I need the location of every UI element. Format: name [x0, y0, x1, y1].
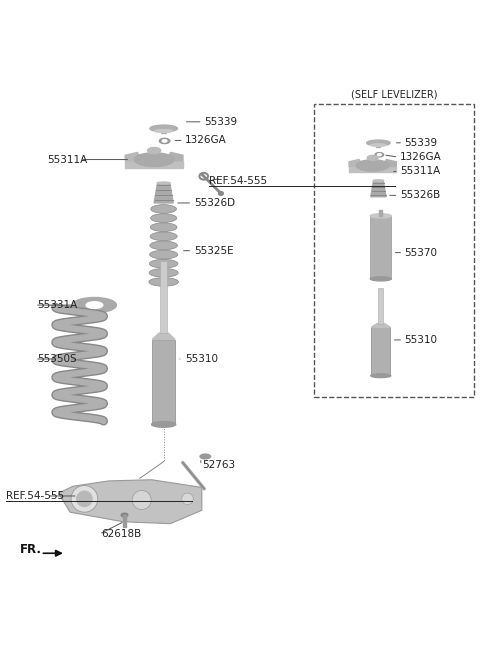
Text: 52763: 52763: [202, 461, 235, 470]
Polygon shape: [349, 159, 364, 167]
Text: 55325E: 55325E: [195, 246, 234, 256]
Text: REF.54-555: REF.54-555: [6, 491, 64, 501]
Ellipse shape: [149, 268, 178, 277]
Ellipse shape: [121, 513, 128, 517]
Bar: [314, 104, 474, 397]
Ellipse shape: [371, 144, 386, 146]
Polygon shape: [154, 183, 173, 203]
Ellipse shape: [72, 297, 116, 313]
Text: 1326GA: 1326GA: [185, 135, 227, 146]
Bar: [379, 209, 383, 216]
Polygon shape: [125, 152, 144, 161]
Polygon shape: [371, 323, 390, 327]
Text: 55339: 55339: [405, 138, 438, 148]
Text: 55370: 55370: [405, 247, 438, 258]
Polygon shape: [356, 160, 389, 171]
Circle shape: [71, 485, 98, 512]
Circle shape: [182, 493, 193, 504]
Polygon shape: [125, 161, 183, 168]
Ellipse shape: [367, 140, 390, 146]
Text: (SELF LEVELIZER): (SELF LEVELIZER): [351, 90, 437, 100]
Ellipse shape: [373, 180, 384, 181]
Bar: [123, 515, 126, 527]
Ellipse shape: [162, 140, 167, 142]
Ellipse shape: [150, 223, 177, 232]
Bar: [161, 129, 166, 133]
Bar: [376, 143, 380, 147]
Ellipse shape: [370, 277, 391, 281]
Ellipse shape: [218, 192, 223, 195]
Ellipse shape: [149, 259, 178, 268]
Ellipse shape: [151, 205, 177, 213]
Ellipse shape: [371, 374, 391, 378]
Polygon shape: [381, 159, 396, 167]
Text: 55311A: 55311A: [47, 155, 87, 165]
Text: 55339: 55339: [204, 117, 237, 127]
Polygon shape: [59, 480, 202, 523]
Bar: [378, 288, 384, 323]
Ellipse shape: [370, 214, 391, 218]
Ellipse shape: [157, 182, 170, 184]
Polygon shape: [371, 180, 386, 197]
Text: 55311A: 55311A: [400, 167, 440, 176]
Ellipse shape: [152, 422, 176, 427]
Circle shape: [77, 491, 92, 506]
Text: 55326B: 55326B: [400, 190, 440, 200]
Ellipse shape: [150, 241, 178, 250]
Text: 55350S: 55350S: [37, 354, 77, 364]
Polygon shape: [134, 153, 174, 167]
Ellipse shape: [200, 454, 211, 459]
Text: 55310: 55310: [405, 335, 438, 345]
Text: 62618B: 62618B: [102, 529, 142, 539]
Circle shape: [132, 491, 151, 510]
Ellipse shape: [377, 154, 381, 155]
Ellipse shape: [151, 214, 177, 222]
Polygon shape: [152, 333, 175, 340]
Ellipse shape: [149, 277, 179, 286]
Text: 55326D: 55326D: [195, 198, 236, 208]
Ellipse shape: [147, 148, 161, 154]
Text: 1326GA: 1326GA: [400, 152, 442, 162]
Ellipse shape: [375, 153, 384, 157]
Bar: [370, 216, 391, 279]
Polygon shape: [165, 152, 183, 161]
Bar: [152, 340, 175, 424]
Text: FR.: FR.: [20, 543, 42, 556]
Ellipse shape: [86, 302, 103, 308]
Bar: [160, 261, 167, 333]
Ellipse shape: [367, 155, 378, 161]
Text: REF.54-555: REF.54-555: [209, 176, 267, 186]
Ellipse shape: [150, 125, 178, 132]
Text: 55331A: 55331A: [37, 300, 77, 310]
Ellipse shape: [150, 250, 178, 259]
Ellipse shape: [155, 130, 173, 133]
Polygon shape: [349, 167, 396, 173]
Ellipse shape: [150, 232, 177, 241]
Bar: [371, 327, 390, 376]
Ellipse shape: [159, 138, 170, 144]
Text: 55310: 55310: [185, 354, 218, 364]
